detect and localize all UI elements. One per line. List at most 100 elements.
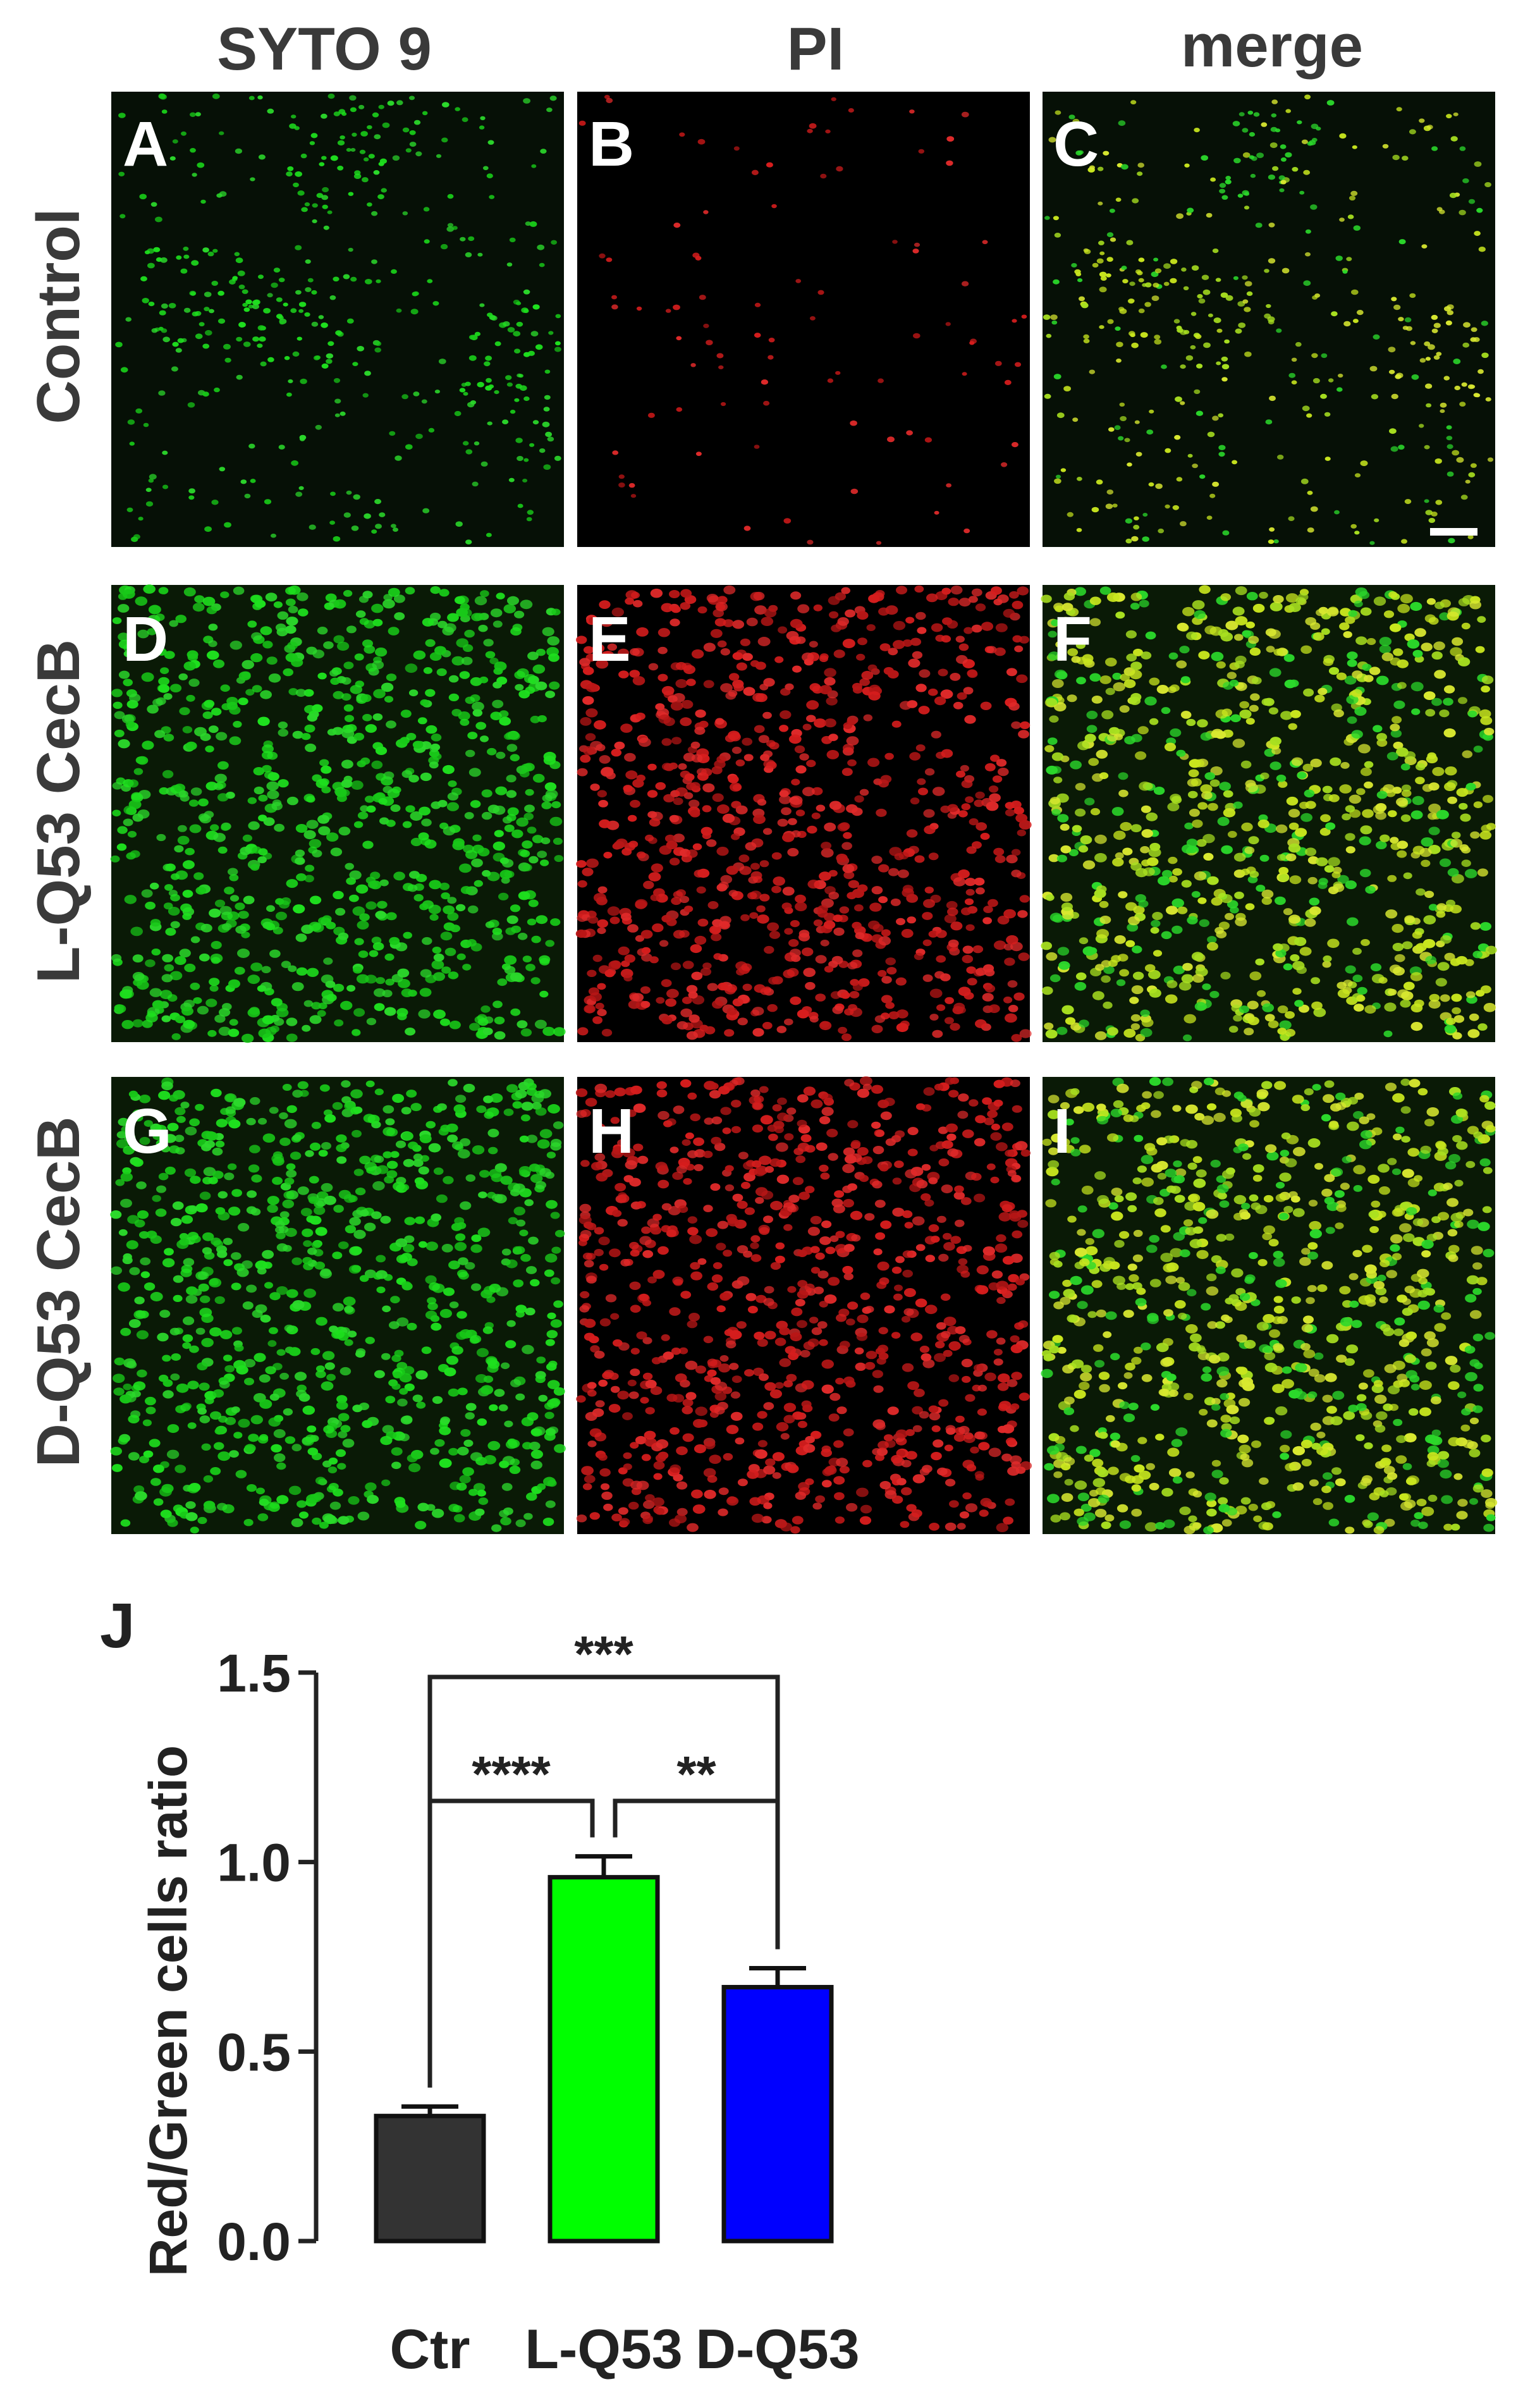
cell-dot <box>1054 478 1061 484</box>
cell-dot <box>309 141 315 145</box>
cell-dot <box>1421 837 1434 847</box>
cell-dot <box>642 1372 653 1380</box>
cell-dot <box>460 1201 472 1210</box>
cell-dot <box>988 1004 1000 1013</box>
cell-dot <box>1184 163 1190 168</box>
cell-dot <box>278 445 285 450</box>
cell-dot <box>1107 319 1114 324</box>
cell-dot <box>1473 393 1479 398</box>
cell-dot <box>425 1241 438 1251</box>
cell-dot <box>286 879 298 888</box>
cell-dot <box>1299 801 1309 809</box>
cell-dot <box>965 888 975 896</box>
cell-dot <box>692 1504 706 1514</box>
cell-dot <box>843 744 854 752</box>
cell-dot <box>480 116 486 121</box>
cell-dot <box>752 1007 764 1016</box>
cell-dot <box>1092 262 1099 268</box>
cell-dot <box>1269 668 1281 677</box>
cell-dot <box>1481 352 1489 359</box>
cell-dot <box>854 904 864 912</box>
cell-dot <box>487 421 492 426</box>
cell-dot <box>866 624 876 631</box>
cell-dot <box>267 1196 279 1205</box>
cell-dot <box>1443 697 1453 706</box>
cell-dot <box>816 804 826 812</box>
cell-dot <box>1111 807 1124 816</box>
cell-dot <box>149 1439 161 1447</box>
cell-dot <box>353 732 365 741</box>
cell-dot <box>922 974 933 982</box>
cell-dot <box>281 961 291 968</box>
cell-dot <box>374 1370 385 1379</box>
cell-dot <box>365 876 376 884</box>
cell-dot <box>1156 685 1169 694</box>
panel-a-cells <box>115 93 561 544</box>
cell-dot <box>737 1200 748 1209</box>
cell-dot <box>269 949 281 958</box>
cell-dot <box>1053 216 1059 221</box>
cell-dot <box>923 809 935 818</box>
cell-dot <box>812 787 823 796</box>
cell-dot <box>1118 789 1128 797</box>
cell-dot <box>773 876 785 886</box>
cell-dot <box>946 900 958 910</box>
cell-dot <box>263 817 275 826</box>
cell-dot <box>399 1388 408 1395</box>
cell-dot <box>1345 846 1355 854</box>
cell-dot <box>902 1269 913 1278</box>
cell-dot <box>1288 843 1301 853</box>
cell-dot <box>505 1440 518 1449</box>
cell-dot <box>736 662 747 671</box>
cell-dot <box>474 880 483 887</box>
cell-dot <box>212 1170 224 1179</box>
cell-dot <box>682 1139 691 1146</box>
cell-dot <box>1354 531 1360 535</box>
cell-dot <box>1182 962 1193 971</box>
cell-dot <box>364 157 369 162</box>
cell-dot <box>1451 832 1461 839</box>
cell-dot <box>413 391 420 396</box>
cell-dot <box>1292 988 1302 995</box>
cell-dot <box>145 501 154 507</box>
cell-dot <box>492 620 503 628</box>
cell-dot <box>878 607 890 616</box>
cell-dot <box>338 826 351 836</box>
cell-dot <box>611 304 618 310</box>
cell-dot <box>111 1266 123 1275</box>
cell-dot <box>447 194 454 199</box>
cell-dot <box>741 1181 750 1189</box>
cell-dot <box>825 1246 836 1255</box>
cell-dot <box>1464 869 1477 878</box>
cell-dot <box>1174 434 1181 440</box>
cell-dot <box>463 1439 474 1447</box>
cell-dot <box>1283 908 1293 916</box>
panel-b-cells <box>578 95 1027 545</box>
cell-dot <box>547 1312 556 1320</box>
cell-dot <box>1091 507 1099 513</box>
cell-dot <box>902 888 914 898</box>
cell-dot <box>767 1004 778 1012</box>
cell-dot <box>1262 1003 1275 1012</box>
cell-dot <box>845 1318 855 1326</box>
cell-dot <box>1185 355 1194 361</box>
cell-dot <box>164 1248 174 1256</box>
cell-dot <box>671 605 681 613</box>
cell-dot <box>522 1442 532 1450</box>
cell-dot <box>1461 382 1467 387</box>
cell-dot <box>1141 651 1152 660</box>
cell-dot <box>252 304 259 309</box>
cell-dot <box>301 207 308 212</box>
cell-dot <box>374 1003 385 1011</box>
cell-dot <box>1278 874 1289 882</box>
cell-dot <box>1012 601 1024 610</box>
cell-dot <box>349 95 357 101</box>
cell-dot <box>1149 718 1159 725</box>
cell-dot <box>339 411 346 416</box>
cell-dot <box>520 770 530 778</box>
cell-dot <box>924 437 932 443</box>
cell-dot <box>525 686 535 694</box>
cell-dot <box>802 1404 813 1413</box>
cell-dot <box>173 1294 183 1302</box>
cell-dot <box>173 1504 184 1513</box>
